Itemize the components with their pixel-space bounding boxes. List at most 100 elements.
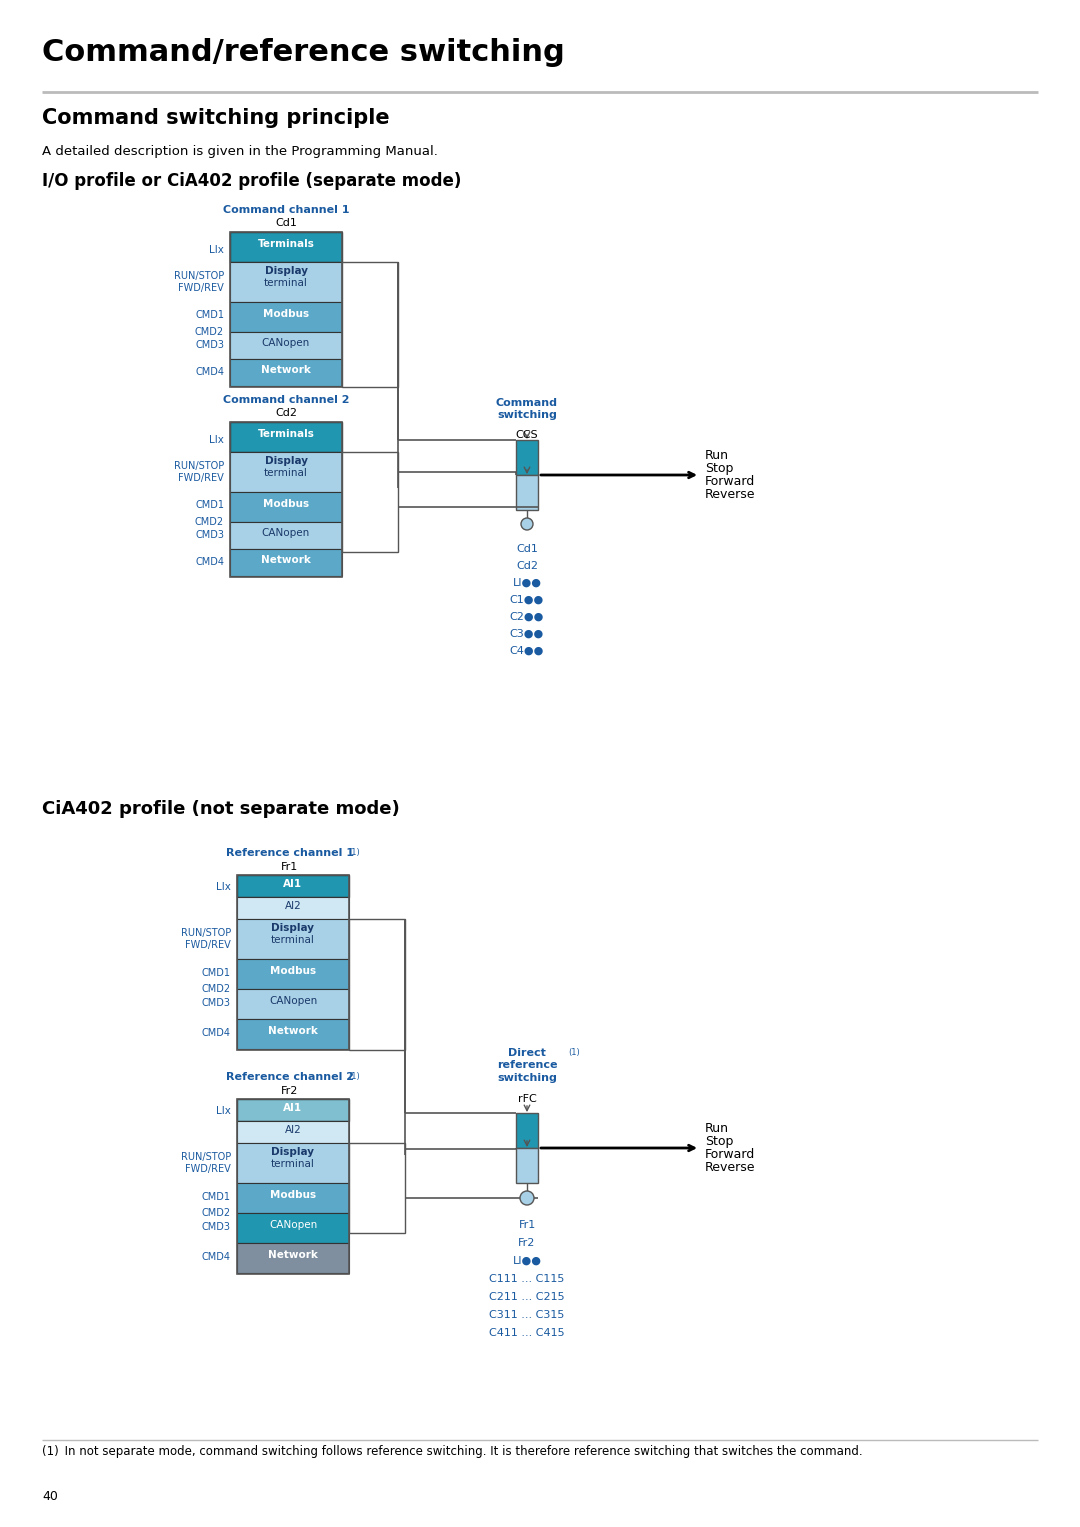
Text: FWD/REV: FWD/REV — [186, 1164, 231, 1174]
Bar — [237, 896, 349, 919]
Text: C411 ... C415: C411 ... C415 — [489, 1328, 565, 1338]
Bar — [237, 1121, 349, 1144]
Text: Cd2: Cd2 — [275, 408, 297, 418]
Bar — [230, 421, 342, 452]
Text: Direct
reference
switching: Direct reference switching — [497, 1048, 557, 1083]
Text: FWD/REV: FWD/REV — [178, 473, 224, 483]
Text: terminal: terminal — [271, 1159, 315, 1170]
Bar — [516, 1113, 538, 1148]
Text: CMD2: CMD2 — [194, 518, 224, 527]
Text: Modbus: Modbus — [262, 499, 309, 508]
Text: Terminals: Terminals — [257, 240, 314, 249]
Text: AI1: AI1 — [283, 1102, 302, 1113]
Text: Cd1: Cd1 — [275, 218, 297, 228]
Bar — [349, 919, 405, 1051]
Text: Run: Run — [705, 449, 729, 463]
Text: C4●●: C4●● — [510, 646, 544, 657]
Text: Display: Display — [265, 266, 308, 276]
Text: Command channel 2: Command channel 2 — [222, 395, 349, 405]
Bar — [516, 1148, 538, 1183]
Bar — [230, 331, 342, 359]
Bar — [230, 359, 342, 386]
Text: Run: Run — [705, 1122, 729, 1135]
Text: Display: Display — [271, 922, 314, 933]
Text: Stop: Stop — [705, 1135, 733, 1148]
Text: rFC: rFC — [517, 1093, 537, 1104]
Text: FWD/REV: FWD/REV — [186, 941, 231, 950]
Text: CMD1: CMD1 — [195, 310, 224, 321]
Text: AI2: AI2 — [285, 1125, 301, 1135]
Text: (1): (1) — [348, 1072, 360, 1081]
Text: CMD4: CMD4 — [195, 366, 224, 377]
Text: CMD4: CMD4 — [202, 1028, 231, 1038]
Text: Modbus: Modbus — [270, 967, 316, 976]
Text: CMD1: CMD1 — [202, 1193, 231, 1202]
Bar — [230, 421, 342, 577]
Text: Cd1: Cd1 — [516, 544, 538, 554]
Text: Fr1: Fr1 — [518, 1220, 536, 1231]
Text: Modbus: Modbus — [270, 1190, 316, 1200]
Text: C111 ... C115: C111 ... C115 — [489, 1274, 565, 1284]
Bar — [237, 1212, 349, 1243]
Text: Reverse: Reverse — [705, 1161, 756, 1174]
Bar — [230, 452, 342, 492]
Text: 40: 40 — [42, 1490, 58, 1503]
Text: Fr2: Fr2 — [281, 1086, 299, 1096]
Text: (1) In not separate mode, command switching follows reference switching. It is t: (1) In not separate mode, command switch… — [42, 1445, 863, 1458]
Text: (1): (1) — [568, 1048, 580, 1057]
Text: Fr2: Fr2 — [518, 1238, 536, 1248]
Bar — [516, 475, 538, 510]
Bar — [237, 1144, 349, 1183]
Text: A detailed description is given in the Programming Manual.: A detailed description is given in the P… — [42, 145, 437, 157]
Text: (1): (1) — [348, 847, 360, 857]
Text: CANopen: CANopen — [261, 528, 310, 538]
Bar — [230, 302, 342, 331]
Bar — [237, 875, 349, 896]
Bar — [237, 1099, 349, 1121]
Text: Reference channel 2: Reference channel 2 — [226, 1072, 354, 1083]
Text: RUN/STOP: RUN/STOP — [174, 461, 224, 470]
Text: terminal: terminal — [265, 278, 308, 289]
Bar — [237, 1099, 349, 1274]
Text: C311 ... C315: C311 ... C315 — [489, 1310, 565, 1319]
Text: CMD2: CMD2 — [194, 327, 224, 337]
Text: FWD/REV: FWD/REV — [178, 282, 224, 293]
Text: CMD1: CMD1 — [195, 499, 224, 510]
Text: Command channel 1: Command channel 1 — [222, 205, 349, 215]
Text: CMD3: CMD3 — [202, 999, 231, 1008]
Text: LI●●: LI●● — [513, 1257, 541, 1266]
Bar — [237, 1019, 349, 1049]
Text: Network: Network — [261, 365, 311, 376]
Bar — [237, 989, 349, 1019]
Text: CMD1: CMD1 — [202, 968, 231, 977]
Text: RUN/STOP: RUN/STOP — [180, 1151, 231, 1162]
Text: CiA402 profile (not separate mode): CiA402 profile (not separate mode) — [42, 800, 400, 818]
Bar — [230, 522, 342, 550]
Text: CMD4: CMD4 — [202, 1252, 231, 1261]
Text: terminal: terminal — [265, 467, 308, 478]
Text: AI2: AI2 — [285, 901, 301, 912]
Text: Network: Network — [268, 1026, 318, 1035]
Bar — [342, 263, 399, 386]
Text: Network: Network — [261, 554, 311, 565]
Text: Display: Display — [265, 457, 308, 466]
Bar — [349, 1144, 405, 1232]
Bar — [237, 875, 349, 1051]
Text: CMD2: CMD2 — [202, 1208, 231, 1219]
Text: CANopen: CANopen — [261, 337, 310, 348]
Text: CMD3: CMD3 — [195, 530, 224, 541]
Bar — [230, 232, 342, 386]
Circle shape — [519, 1191, 534, 1205]
Bar — [342, 452, 399, 551]
Text: RUN/STOP: RUN/STOP — [174, 270, 224, 281]
Bar — [230, 263, 342, 302]
Text: I/O profile or CiA402 profile (separate mode): I/O profile or CiA402 profile (separate … — [42, 173, 461, 189]
Bar — [237, 919, 349, 959]
Text: CANopen: CANopen — [269, 1220, 318, 1231]
Text: Reverse: Reverse — [705, 489, 756, 501]
Text: CMD4: CMD4 — [195, 557, 224, 567]
Text: Fr1: Fr1 — [282, 863, 299, 872]
Text: Stop: Stop — [705, 463, 733, 475]
Text: CMD3: CMD3 — [202, 1222, 231, 1232]
Text: C1●●: C1●● — [510, 596, 544, 605]
